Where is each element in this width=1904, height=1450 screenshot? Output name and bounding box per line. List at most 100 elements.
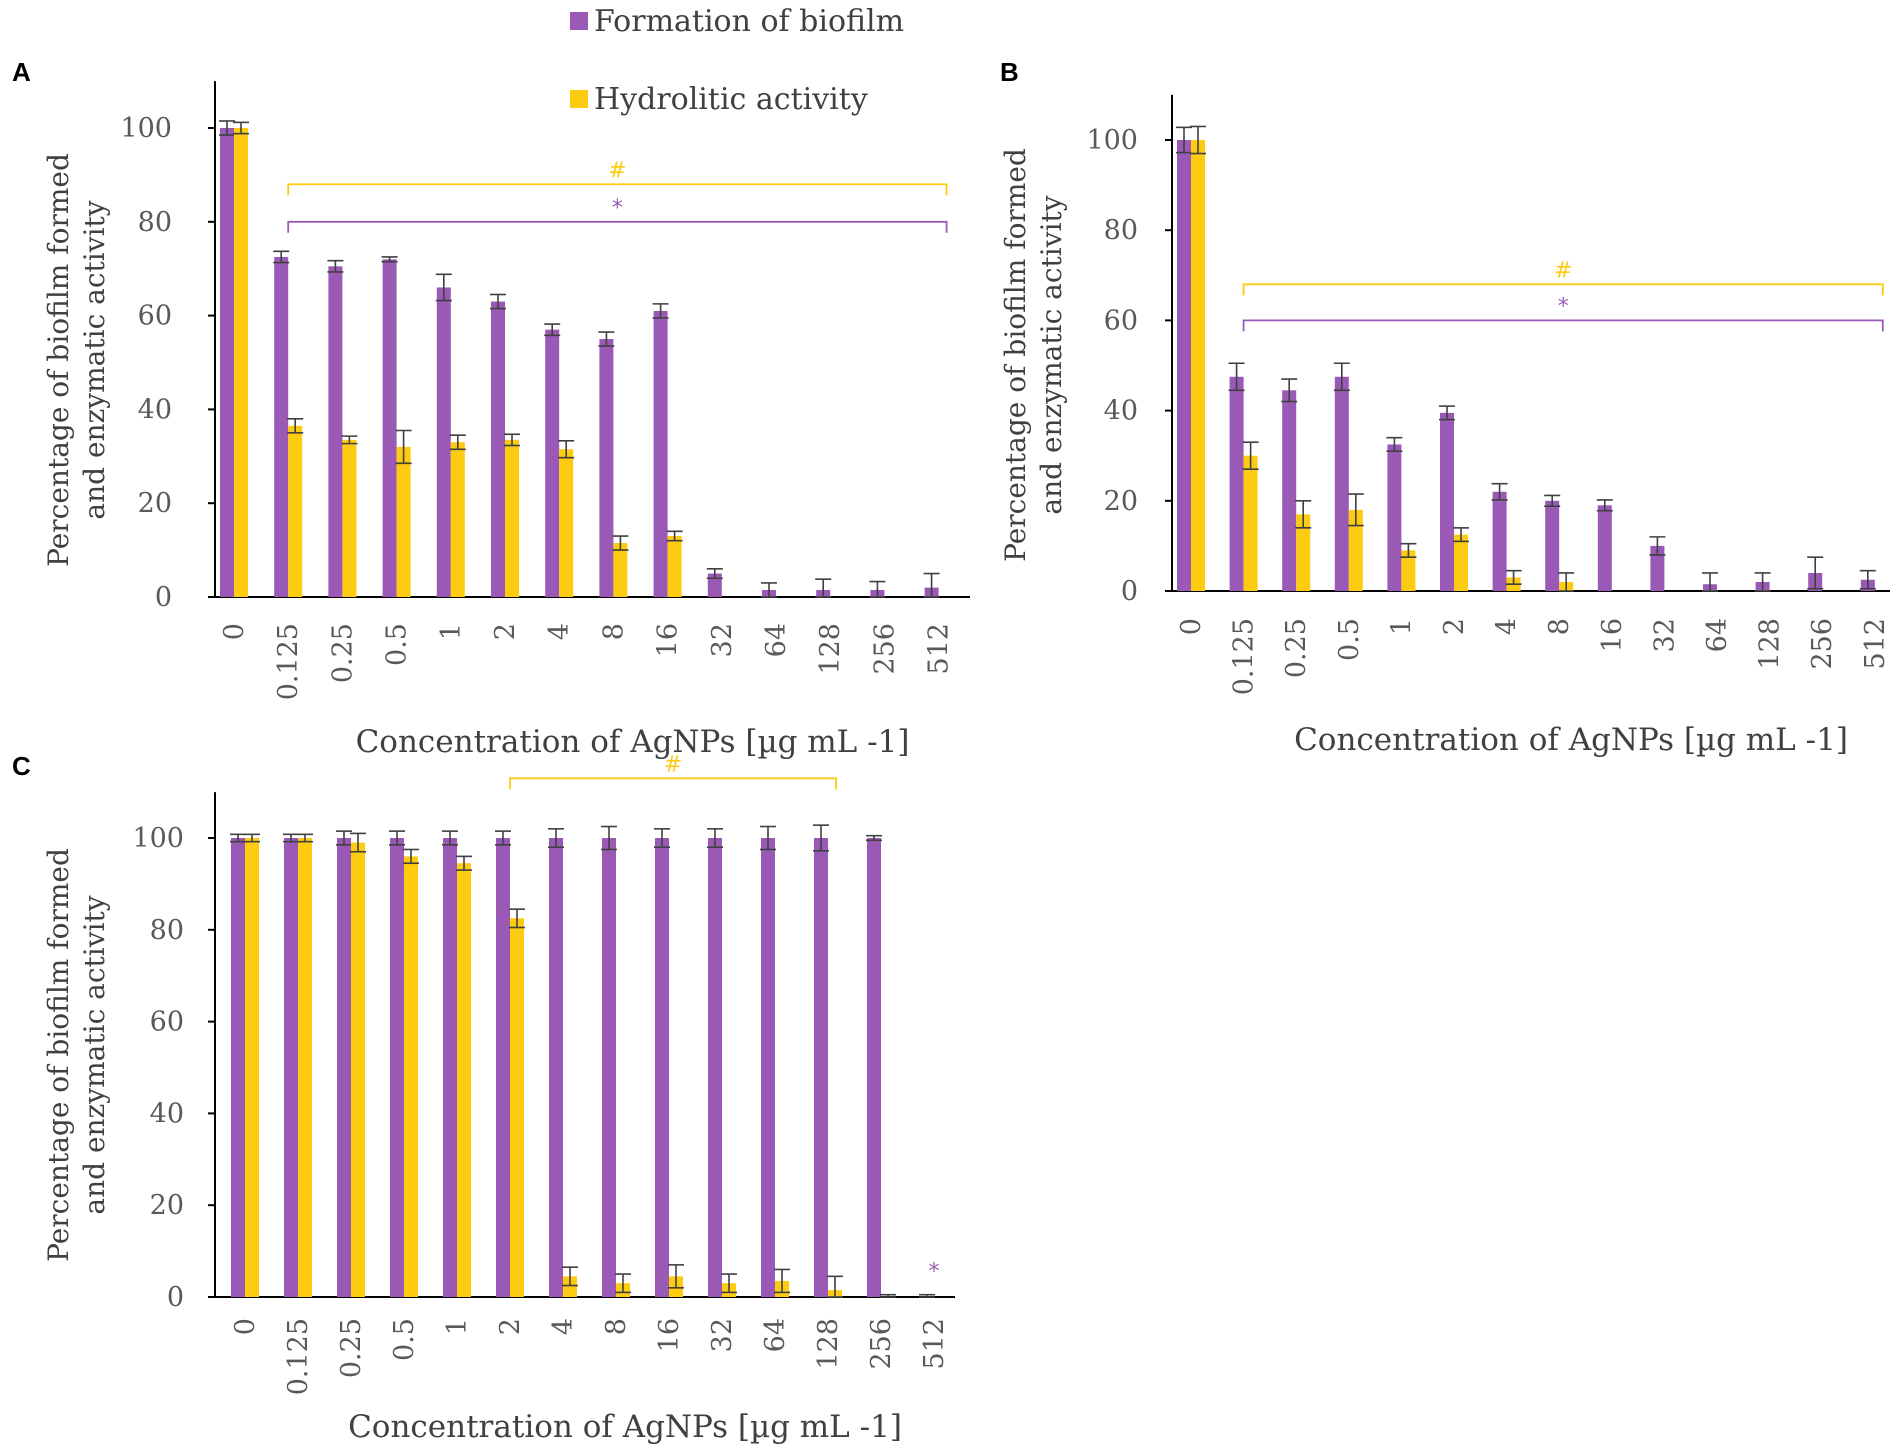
y-tick-label-c: 0 bbox=[167, 1282, 184, 1313]
significance-hash-a: # bbox=[608, 158, 626, 183]
chart-panel-b: 0 20 40 60 80 100 Percentage of biofilm formed… bbox=[999, 94, 1891, 758]
x-tick-label-a: 0.25 bbox=[327, 623, 358, 683]
y-axis-title-c: and enzymatic activity bbox=[78, 895, 111, 1214]
y-axis-title-a: and enzymatic activity bbox=[78, 200, 111, 519]
legend-swatch-biofilm bbox=[570, 12, 588, 30]
bar-biofilm-c bbox=[602, 838, 616, 1297]
bar-hydrolitic-c bbox=[245, 838, 259, 1297]
bar-biofilm-b bbox=[1597, 505, 1612, 591]
bar-hydrolitic-b bbox=[1401, 550, 1416, 591]
significance-star-b: * bbox=[1558, 294, 1569, 319]
x-tick-label-b: 8 bbox=[1544, 618, 1575, 635]
x-tick-label-b: 32 bbox=[1649, 618, 1680, 652]
panel-letter-b: B bbox=[1000, 57, 1019, 87]
y-tick-label-a: 100 bbox=[120, 113, 172, 144]
bar-hydrolitic-a bbox=[234, 128, 248, 597]
significance-star-a: * bbox=[612, 196, 623, 221]
bar-hydrolitic-a bbox=[450, 442, 465, 597]
y-axis-title-b: and enzymatic activity bbox=[1035, 195, 1068, 514]
bar-hydrolitic-c bbox=[563, 1276, 577, 1297]
bar-hydrolitic-b bbox=[1243, 455, 1258, 591]
y-tick-label-c: 20 bbox=[150, 1190, 184, 1221]
x-tick-label-a: 128 bbox=[815, 623, 846, 675]
x-tick-label-a: 0 bbox=[219, 623, 250, 640]
bar-biofilm-c bbox=[231, 838, 245, 1297]
significance-bracket-star-a bbox=[287, 220, 948, 233]
x-tick-label-b: 256 bbox=[1807, 618, 1838, 670]
legend: Formation of biofilm Hydrolitic activity bbox=[570, 4, 904, 117]
x-tick-label-a: 2 bbox=[490, 623, 521, 640]
bar-hydrolitic-a bbox=[505, 439, 519, 597]
bar-biofilm-c bbox=[549, 838, 563, 1297]
significance-hash-c: # bbox=[664, 752, 682, 777]
x-tick-label-a: 64 bbox=[761, 623, 792, 657]
bar-biofilm-b bbox=[1387, 444, 1402, 591]
bar-biofilm-b bbox=[1282, 390, 1297, 591]
x-tick-label-b: 16 bbox=[1597, 618, 1628, 652]
x-tick-label-a: 16 bbox=[653, 623, 684, 657]
x-axis-title-c: Concentration of AgNPs [µg mL -1] bbox=[348, 1409, 902, 1445]
bar-hydrolitic-b bbox=[1454, 534, 1468, 591]
x-tick-label-b: 1 bbox=[1386, 618, 1417, 635]
x-tick-label-b: 128 bbox=[1755, 618, 1786, 670]
x-tick-label-c: 0.25 bbox=[336, 1318, 367, 1378]
legend-swatch-hydrolitic bbox=[570, 90, 588, 108]
x-tick-label-a: 0.125 bbox=[273, 623, 304, 700]
x-tick-label-c: 256 bbox=[866, 1318, 897, 1370]
significance-bracket-hash-a bbox=[287, 183, 948, 196]
bar-hydrolitic-b bbox=[1191, 140, 1205, 591]
legend-label-biofilm: Formation of biofilm bbox=[594, 4, 904, 39]
bar-biofilm-c bbox=[867, 838, 881, 1297]
bar-biofilm-b bbox=[1545, 500, 1560, 591]
bar-hydrolitic-a bbox=[667, 536, 682, 597]
x-tick-label-b: 512 bbox=[1860, 618, 1891, 670]
y-tick-label-b: 60 bbox=[1104, 305, 1138, 336]
bar-biofilm-c bbox=[496, 838, 510, 1297]
x-tick-label-c: 64 bbox=[760, 1318, 791, 1352]
significance-bracket-star-b bbox=[1242, 319, 1884, 332]
x-tick-label-c: 0 bbox=[230, 1318, 261, 1335]
y-axis-title-c: Percentage of biofilm formed bbox=[42, 848, 75, 1262]
bar-biofilm-b bbox=[1229, 376, 1244, 591]
bar-hydrolitic-a bbox=[613, 543, 628, 597]
bar-biofilm-c bbox=[708, 838, 722, 1297]
x-tick-label-a: 0.5 bbox=[382, 623, 413, 666]
bar-biofilm-b bbox=[1177, 140, 1191, 591]
significance-bracket-hash-c bbox=[509, 777, 837, 790]
y-axis-title-a: Percentage of biofilm formed bbox=[42, 153, 75, 567]
x-tick-label-b: 64 bbox=[1702, 618, 1733, 652]
bar-biofilm-c bbox=[443, 838, 457, 1297]
x-axis-title-a: Concentration of AgNPs [µg mL -1] bbox=[356, 724, 910, 760]
bar-biofilm-c bbox=[390, 838, 404, 1297]
bar-hydrolitic-b bbox=[1348, 509, 1363, 591]
y-tick-label-a: 60 bbox=[138, 301, 172, 332]
bar-hydrolitic-a bbox=[559, 449, 574, 597]
x-tick-label-b: 0 bbox=[1176, 618, 1207, 635]
significance-bracket-hash-b bbox=[1242, 283, 1884, 296]
x-tick-label-c: 0.125 bbox=[283, 1318, 314, 1395]
legend-label-hydrolitic: Hydrolitic activity bbox=[594, 82, 868, 117]
bar-hydrolitic-c bbox=[457, 863, 471, 1297]
bar-biofilm-a bbox=[220, 128, 234, 597]
y-tick-label-b: 80 bbox=[1104, 215, 1138, 246]
y-tick-label-b: 100 bbox=[1086, 125, 1138, 156]
significance-hash-b: # bbox=[1554, 258, 1572, 283]
y-tick-label-b: 40 bbox=[1104, 396, 1138, 427]
y-tick-label-a: 0 bbox=[155, 582, 172, 613]
bar-biofilm-a bbox=[707, 573, 722, 597]
bar-biofilm-c bbox=[337, 838, 351, 1297]
x-tick-label-c: 2 bbox=[495, 1318, 526, 1335]
x-tick-label-c: 128 bbox=[813, 1318, 844, 1370]
x-tick-label-c: 512 bbox=[919, 1318, 950, 1370]
x-tick-label-c: 4 bbox=[548, 1318, 579, 1335]
x-tick-label-b: 0.5 bbox=[1334, 618, 1365, 661]
y-axis-title-b: Percentage of biofilm formed bbox=[999, 148, 1032, 562]
bar-biofilm-a bbox=[382, 259, 397, 597]
bar-hydrolitic-a bbox=[396, 446, 411, 597]
bar-biofilm-b bbox=[1650, 545, 1665, 591]
y-tick-label-b: 20 bbox=[1104, 486, 1138, 517]
panel-letter-a: A bbox=[12, 57, 31, 87]
